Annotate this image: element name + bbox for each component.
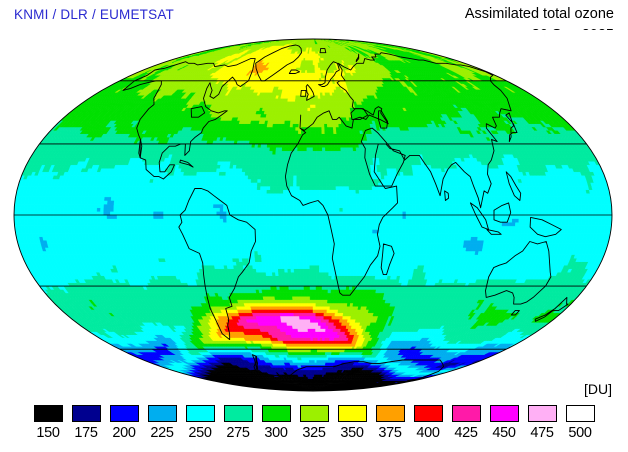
colorbar-swatch	[565, 405, 595, 422]
colorbar-swatch	[33, 405, 63, 422]
colorbar-tick-label: 275	[219, 425, 257, 441]
colorbar-tick-label: 475	[523, 425, 561, 441]
colorbar-swatch	[109, 405, 139, 422]
colorbar-step: 450	[485, 405, 523, 441]
colorbar-swatch	[71, 405, 101, 422]
ozone-map	[0, 30, 628, 402]
colorbar-tick-label: 300	[257, 425, 295, 441]
colorbar-step: 300	[257, 405, 295, 441]
colorbar-swatch	[337, 405, 367, 422]
colorbar-step: 400	[409, 405, 447, 441]
colorbar-tick-label: 250	[181, 425, 219, 441]
colorbar-tick-label: 500	[561, 425, 599, 441]
colorbar-tick-label: 200	[105, 425, 143, 441]
colorbar-swatch	[375, 405, 405, 422]
colorbar-swatch	[299, 405, 329, 422]
colorbar-swatch	[147, 405, 177, 422]
colorbar-step: 250	[181, 405, 219, 441]
globe-outline	[13, 38, 613, 392]
colorbar-tick-label: 375	[371, 425, 409, 441]
colorbar-tick-label: 150	[29, 425, 67, 441]
colorbar-swatch	[527, 405, 557, 422]
colorbar-step: 475	[523, 405, 561, 441]
colorbar-tick-label: 450	[485, 425, 523, 441]
colorbar-swatch	[451, 405, 481, 422]
product-title: Assimilated total ozone	[465, 6, 614, 22]
colorbar-step: 325	[295, 405, 333, 441]
colorbar-step: 225	[143, 405, 181, 441]
colorbar-step: 275	[219, 405, 257, 441]
graticule-layer	[14, 80, 612, 350]
colorbar-tick-label: 400	[409, 425, 447, 441]
colorbar-swatch	[261, 405, 291, 422]
agencies-title: KNMI / DLR / EUMETSAT	[14, 7, 174, 22]
colorbar-step: 150	[29, 405, 67, 441]
colorbar-tick-label: 325	[295, 425, 333, 441]
colorbar-tick-label: 175	[67, 425, 105, 441]
colorbar: 150 175 200 225 250 275 300 325 350 375 400 425 450 4…	[0, 405, 628, 452]
units-label: [DU]	[584, 381, 612, 397]
colorbar-tick-label: 425	[447, 425, 485, 441]
colorbar-swatch	[413, 405, 443, 422]
map-canvas	[0, 30, 628, 402]
colorbar-tick-label: 225	[143, 425, 181, 441]
colorbar-step: 175	[67, 405, 105, 441]
colorbar-swatch	[223, 405, 253, 422]
colorbar-step: 375	[371, 405, 409, 441]
colorbar-tick-label: 350	[333, 425, 371, 441]
colorbar-swatch	[489, 405, 519, 422]
coastline-layer	[122, 44, 569, 382]
colorbar-step: 200	[105, 405, 143, 441]
colorbar-swatch	[185, 405, 215, 422]
colorbar-step: 350	[333, 405, 371, 441]
colorbar-step: 425	[447, 405, 485, 441]
colorbar-step: 500	[561, 405, 599, 441]
